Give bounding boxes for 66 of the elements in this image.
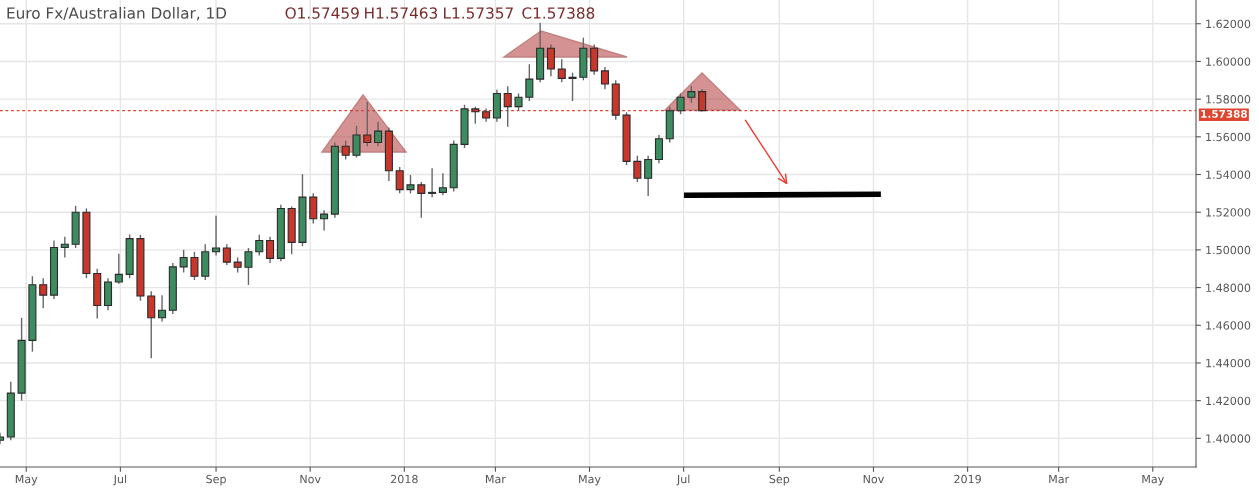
candlestick [525,63,534,102]
y-tick-label: 1.62000 [1206,19,1251,29]
candlestick [676,92,685,115]
y-tick-label: 1.54000 [1206,170,1251,179]
candlestick [363,101,372,147]
candlestick [406,174,415,195]
annotation: O1.57459 [285,7,359,19]
candlestick [633,154,642,183]
candlestick [600,66,609,90]
y-tick-label: 1.42000 [1206,396,1251,406]
candlestick [503,85,512,128]
y-tick-label: 1.50000 [1206,245,1251,255]
x-tick-label: Mar [1049,474,1070,484]
candlestick [158,294,167,323]
candlestick [103,277,113,311]
y-tick-label: 1.40000 [1206,434,1251,443]
x-tick-label: Sep [206,474,226,486]
x-tick-label: May [15,474,38,486]
candlestick [60,236,69,259]
annotation: C1.57388 [522,7,595,19]
x-tick-label: 2018 [391,474,418,484]
y-tick-label: 1.46000 [1206,321,1251,330]
candlestick [557,58,566,83]
candlestick [438,172,447,196]
candlestick [395,166,404,195]
candlestick [255,234,264,257]
x-tick-label: May [1142,474,1164,486]
x-tick-label: Sep [769,474,790,486]
candlestick [190,251,199,281]
y-tick-label: 1.48000 [1206,283,1251,292]
y-tick-label: 1.58000 [1206,95,1251,104]
y-tick-label: 1.56000 [1206,132,1251,142]
chart-title: Euro Fx/Australian Dollar, 1D [7,7,227,21]
y-tick-label: 1.60000 [1206,57,1251,66]
candlestick [39,277,48,310]
candlestick [428,167,437,198]
x-tick-label: Jul [676,474,690,486]
annotation: H1.57463 [365,7,438,19]
annotation: L1.57357 [444,7,513,19]
candlestick [222,243,231,266]
candlestick [147,290,156,359]
ref-line-label: 1.57388 [1201,109,1247,118]
candlestick [114,252,123,285]
candlestick [341,139,350,161]
x-tick-label: Nov [300,474,321,484]
candlestick [417,181,426,219]
x-tick-label: May [579,474,601,486]
y-tick-label: 1.44000 [1206,358,1251,368]
candlestick [568,72,577,102]
candlestick [374,121,383,147]
candlestick [244,247,253,286]
candlestick [266,236,275,264]
candlestick [212,215,221,257]
candlestick [644,154,653,197]
candlestick [590,43,599,76]
x-tick-label: Jul [113,474,127,486]
candlestick [654,134,663,164]
x-tick-label: Nov [863,474,884,484]
candlestick [179,249,188,274]
candlestick [546,43,555,77]
x-tick-label: Mar [485,474,506,484]
candlestick [352,125,361,159]
candlestick [320,209,329,232]
x-tick-label: 2019 [954,474,981,484]
candlestick [309,192,318,225]
y-tick-label: 1.52000 [1206,208,1251,217]
